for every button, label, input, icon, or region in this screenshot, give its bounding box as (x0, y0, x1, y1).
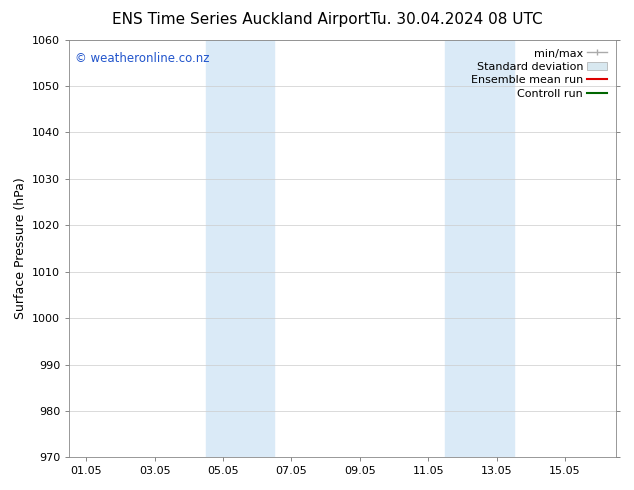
Text: © weatheronline.co.nz: © weatheronline.co.nz (75, 52, 209, 65)
Bar (206, 40, 275, 458)
Bar (445, 40, 514, 458)
Y-axis label: Surface Pressure (hPa): Surface Pressure (hPa) (13, 178, 27, 319)
Legend: min/max, Standard deviation, Ensemble mean run, Controll run: min/max, Standard deviation, Ensemble me… (467, 45, 611, 102)
Text: ENS Time Series Auckland Airport: ENS Time Series Auckland Airport (112, 12, 370, 27)
Text: Tu. 30.04.2024 08 UTC: Tu. 30.04.2024 08 UTC (370, 12, 543, 27)
